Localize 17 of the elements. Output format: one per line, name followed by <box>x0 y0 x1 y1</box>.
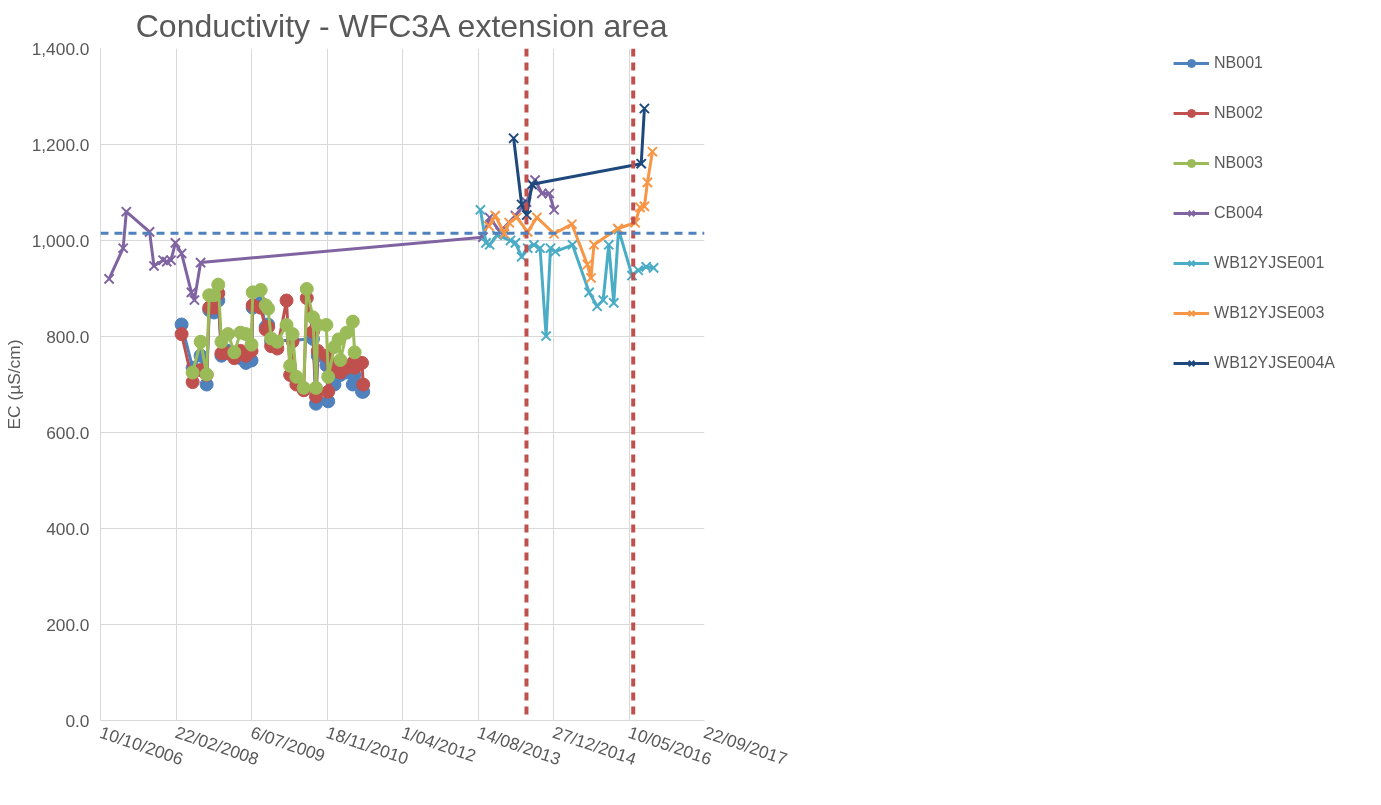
y-tick-label: 600.0 <box>46 422 90 443</box>
y-axis-title: EC (µS/cm) <box>3 339 24 430</box>
legend-label: WB12YJSE004A <box>1214 354 1335 372</box>
legend-label: NB001 <box>1214 54 1263 72</box>
legend-label: NB003 <box>1214 154 1263 172</box>
legend-label: WB12YJSE001 <box>1214 254 1325 272</box>
y-tick-label: 1,400.0 <box>31 38 90 59</box>
y-tick-label: 200.0 <box>46 614 90 635</box>
chart-title: Conductivity - WFC3A extension area <box>135 7 668 44</box>
y-tick-label: 1,200.0 <box>31 134 90 155</box>
legend-label: NB002 <box>1214 104 1263 122</box>
legend-label: WB12YJSE003 <box>1214 304 1325 322</box>
y-tick-label: 0.0 <box>65 710 90 731</box>
y-tick-label: 800.0 <box>46 326 90 347</box>
legend-label: CB004 <box>1214 204 1263 222</box>
y-tick-label: 1,000.0 <box>31 230 90 251</box>
y-tick-label: 400.0 <box>46 518 90 539</box>
